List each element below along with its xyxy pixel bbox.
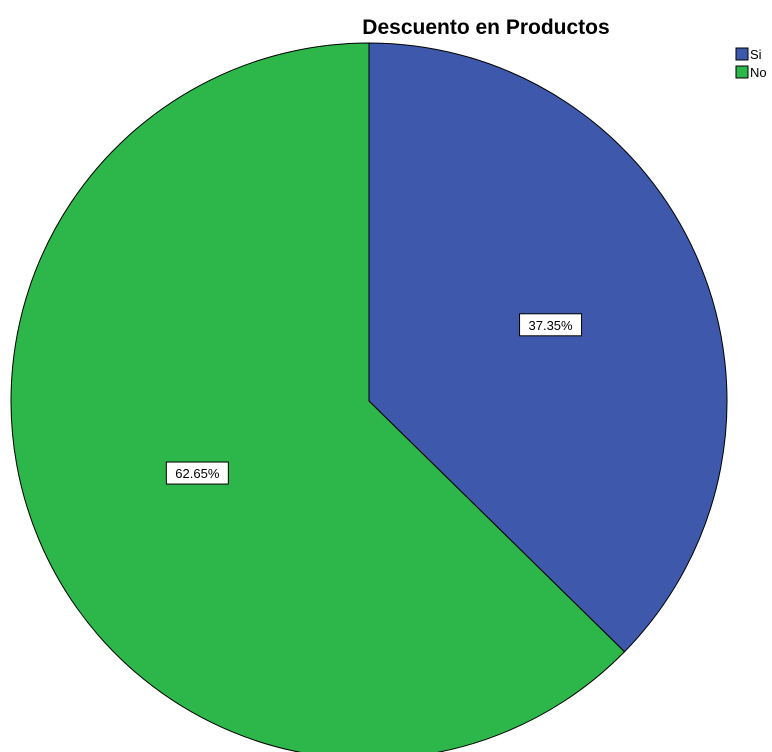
legend-swatch-no (735, 65, 749, 79)
pie-slice-si (368, 42, 728, 653)
data-labels: 37.35% 62.65% (165, 313, 583, 485)
data-label-text: 37.35% (529, 318, 574, 333)
legend: Si No (735, 47, 767, 80)
pie-slices (10, 42, 728, 752)
legend-label-no: No (750, 65, 767, 80)
data-label-box (519, 313, 583, 337)
data-label-box (165, 461, 229, 485)
data-label-text: 62.65% (175, 466, 220, 481)
data-label-no: 62.65% (165, 461, 229, 485)
data-label-si: 37.35% (519, 313, 583, 337)
legend-swatch-si (735, 47, 749, 61)
chart-title: Descuento en Productos (362, 16, 609, 39)
legend-label-si: Si (750, 47, 762, 62)
